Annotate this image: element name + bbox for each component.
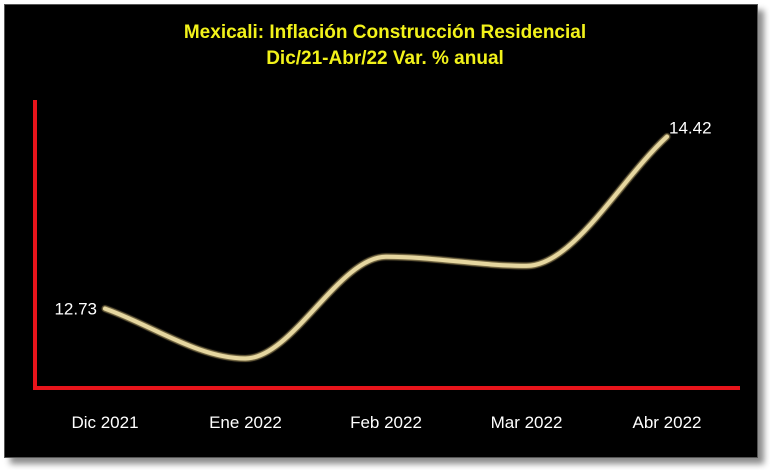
chart-frame <box>4 4 758 458</box>
series-line <box>103 134 669 361</box>
chart-title-block: Mexicali: Inflación Construcción Residen… <box>0 20 770 72</box>
chart-title: Mexicali: Inflación Construcción Residen… <box>183 22 587 43</box>
x-tick-label: Feb 2022 <box>350 413 422 432</box>
series-layer <box>101 133 671 362</box>
series-line-shadow <box>101 133 671 362</box>
data-label: 14.42 <box>669 119 712 138</box>
tick-label-layer: Dic 2021 Ene 2022 Feb 2022 Mar 2022 Abr 2022… <box>54 119 711 432</box>
chart-subtitle: Dic/21-Abr/22 Var. % anual <box>266 48 504 69</box>
x-tick-label: Dic 2021 <box>71 413 138 432</box>
data-label: 12.73 <box>54 300 97 319</box>
x-tick-label: Mar 2022 <box>491 413 563 432</box>
x-tick-label: Ene 2022 <box>209 413 282 432</box>
x-tick-label: Abr 2022 <box>633 413 702 432</box>
